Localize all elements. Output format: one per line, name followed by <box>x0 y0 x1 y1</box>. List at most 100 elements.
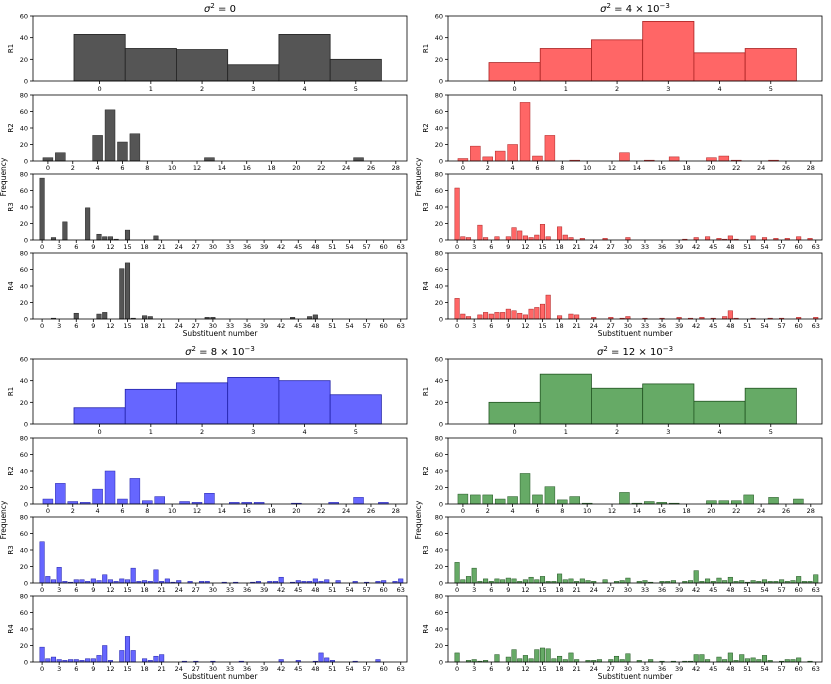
bar <box>539 224 546 241</box>
x-axis-label: Substituent number <box>183 329 259 338</box>
bar <box>130 567 136 584</box>
bar <box>699 654 705 663</box>
x-tick-label: 39 <box>675 586 683 594</box>
x-tick-label: 45 <box>709 586 717 594</box>
y-tick-label: 0 <box>24 316 28 324</box>
x-tick-label: 45 <box>709 665 717 673</box>
x-tick-label: 14 <box>633 164 641 172</box>
bar <box>796 576 802 584</box>
x-tick-label: 0 <box>513 428 517 436</box>
x-tick-label: 57 <box>362 243 370 251</box>
x-tick-label: 60 <box>380 586 388 594</box>
y-tick-label: 20 <box>435 484 443 492</box>
x-tick-label: 48 <box>726 586 734 594</box>
x-tick-label: 54 <box>345 322 353 330</box>
x-tick-label: 0 <box>40 665 44 673</box>
x-tick-label: 12 <box>106 586 114 594</box>
bar <box>705 578 711 584</box>
y-tick-label: 20 <box>435 642 443 650</box>
bar <box>511 649 517 663</box>
x-tick-label: 57 <box>362 586 370 594</box>
x-tick-label: 48 <box>726 322 734 330</box>
x-tick-label: 4 <box>96 164 100 172</box>
bar <box>522 579 528 584</box>
bar <box>727 235 733 241</box>
bar <box>107 579 113 584</box>
subplot-ylabel: R4 <box>7 281 15 291</box>
bar <box>602 579 608 584</box>
bar <box>716 656 722 663</box>
y-tick-label: 20 <box>20 563 28 571</box>
x-tick-label: 16 <box>243 164 251 172</box>
bar <box>102 312 108 320</box>
y-tick-label: 20 <box>435 563 443 571</box>
bar <box>779 579 785 584</box>
bar <box>454 298 460 320</box>
y-tick-label: 0 <box>24 501 28 509</box>
subplot-ylabel: R1 <box>422 387 430 396</box>
x-tick-label: 30 <box>624 322 632 330</box>
y-tick-label: 40 <box>20 626 28 634</box>
x-tick-label: 1 <box>149 85 153 93</box>
y-tick-label: 40 <box>435 547 443 555</box>
bar <box>278 34 331 82</box>
bar <box>517 312 523 320</box>
x-tick-label: 48 <box>311 665 319 673</box>
x-tick-label: 15 <box>538 243 546 251</box>
bar <box>539 576 546 584</box>
bar <box>619 152 630 162</box>
x-tick-label: 0 <box>46 507 50 515</box>
subplot-ylabel: R3 <box>422 545 430 554</box>
bar <box>488 313 494 320</box>
y-tick-label: 60 <box>20 530 28 538</box>
x-tick-label: 3 <box>472 586 476 594</box>
x-tick-label: 14 <box>633 507 641 515</box>
bar <box>574 314 580 320</box>
bar <box>45 658 51 663</box>
bar <box>494 150 506 162</box>
y-tick-label: 0 <box>439 316 443 324</box>
bar <box>124 262 131 320</box>
y-tick-label: 80 <box>20 514 28 522</box>
y-tick-label: 40 <box>20 377 28 385</box>
x-tick-label: 39 <box>675 665 683 673</box>
y-tick-label: 0 <box>439 659 443 667</box>
x-tick-label: 33 <box>226 243 234 251</box>
x-tick-label: 24 <box>590 243 598 251</box>
axes-frame <box>447 516 823 584</box>
bar <box>568 578 574 584</box>
frequency-label: Frequency <box>414 500 423 539</box>
y-tick-label: 60 <box>435 451 443 459</box>
bar <box>119 578 125 584</box>
y-tick-label: 60 <box>435 187 443 195</box>
y-tick-label: 20 <box>20 141 28 149</box>
bar <box>562 579 568 584</box>
bar <box>124 48 177 82</box>
x-tick-label: 39 <box>260 322 268 330</box>
x-tick-label: 48 <box>311 586 319 594</box>
x-tick-label: 27 <box>192 322 200 330</box>
x-tick-label: 3 <box>57 322 61 330</box>
bar <box>750 657 756 663</box>
x-tick-label: 27 <box>607 586 615 594</box>
x-tick-label: 26 <box>782 507 790 515</box>
x-tick-label: 54 <box>760 586 768 594</box>
bar <box>522 314 528 320</box>
bar <box>743 494 754 505</box>
x-tick-label: 36 <box>243 322 251 330</box>
y-tick-label: 80 <box>435 92 443 100</box>
x-tick-label: 42 <box>277 322 285 330</box>
x-tick-label: 4 <box>717 85 721 93</box>
bar <box>539 303 546 320</box>
x-tick-label: 63 <box>812 243 820 251</box>
x-tick-label: 51 <box>328 665 336 673</box>
x-tick-label: 0 <box>46 164 50 172</box>
x-tick-label: 2 <box>486 507 490 515</box>
bar <box>761 655 768 663</box>
x-tick-label: 45 <box>294 322 302 330</box>
y-tick-label: 0 <box>439 501 443 509</box>
bar <box>532 494 543 505</box>
x-tick-label: 54 <box>345 243 353 251</box>
